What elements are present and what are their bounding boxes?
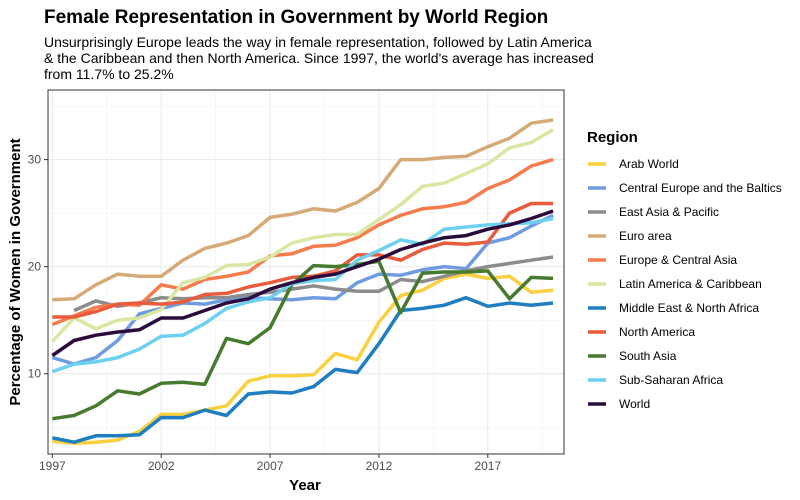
- legend-label-east-asia-and-pacific: East Asia & Pacific: [619, 205, 719, 219]
- series-line-arab-world: [52, 272, 554, 446]
- series-line-sub-saharan-africa: [51, 216, 554, 374]
- legend-label-sub-saharan-africa: Sub-Saharan Africa: [619, 373, 723, 387]
- series-line-europe-and-central-asia: [51, 157, 554, 327]
- legend-label-euro-area: Euro area: [619, 229, 672, 243]
- series-lines: [51, 118, 554, 446]
- series-line-middle-east-and-north-africa: [52, 295, 554, 444]
- legend-label-middle-east-and-north-africa: Middle East & North Africa: [619, 301, 759, 315]
- series-line-world: [51, 209, 554, 357]
- axis-ticks: 1997 2002 2007 2012 2017 10 20 30: [28, 153, 502, 473]
- legend: Arab World Central Europe and the Baltics…: [588, 157, 782, 411]
- y-tick-label: 30: [28, 153, 42, 167]
- legend-label-latin-america-and-caribbean: Latin America & Caribbean: [619, 277, 762, 291]
- series-line-south-asia: [52, 259, 554, 421]
- legend-label-world: World: [619, 397, 650, 411]
- y-tick-label: 10: [28, 367, 42, 381]
- legend-label-south-asia: South Asia: [619, 349, 677, 363]
- series-line-euro-area: [52, 118, 554, 302]
- series-line-latin-america-and-caribbean: [51, 128, 554, 343]
- chart-title: Female Representation in Government by W…: [44, 7, 548, 28]
- y-tick-label: 20: [28, 260, 42, 274]
- plot-border: [47, 89, 565, 455]
- x-tick-label: 2007: [257, 459, 284, 473]
- x-tick-label: 1997: [39, 459, 66, 473]
- series-line-east-asia-and-pacific: [73, 255, 554, 313]
- x-tick-label: 2017: [474, 459, 501, 473]
- chart-subtitle-line-3: from 11.7% to 25.2%: [44, 66, 174, 82]
- legend-label-europe-and-central-asia: Europe & Central Asia: [619, 253, 737, 267]
- legend-label-central-europe-and-the-baltics: Central Europe and the Baltics: [619, 181, 782, 195]
- chart-subtitle-line-1: Unsurprisingly Europe leads the way in f…: [44, 34, 592, 50]
- legend-title: Region: [587, 129, 638, 146]
- x-tick-label: 2002: [148, 459, 175, 473]
- y-axis-title: Percentage of Women in Government: [7, 138, 24, 405]
- x-axis-title: Year: [289, 477, 321, 494]
- chart-subtitle-line-2: & the Caribbean and then North America. …: [44, 50, 594, 66]
- legend-label-north-america: North America: [619, 325, 695, 339]
- x-tick-label: 2012: [366, 459, 393, 473]
- legend-label-arab-world: Arab World: [619, 157, 679, 171]
